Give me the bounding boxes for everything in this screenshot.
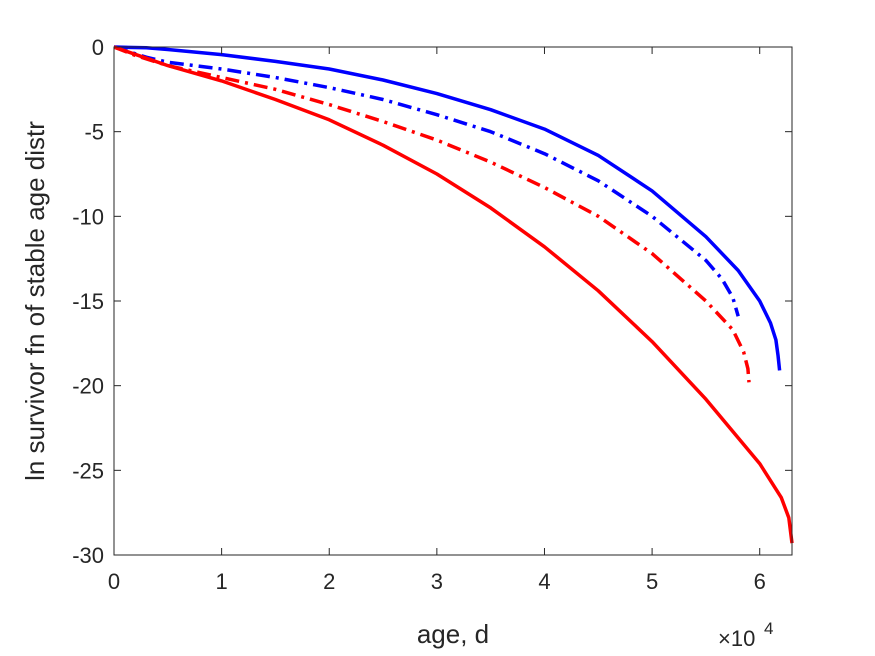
x-axis-exponent: ×10 4 — [718, 619, 773, 651]
x-tick-label: 0 — [108, 569, 120, 594]
y-axis-ticks: 0 -5 -10 -15 -20 -25 -30 — [72, 35, 792, 568]
series-line-4 — [113, 45, 794, 544]
y-tick-label: -20 — [72, 374, 104, 399]
series-line-1 — [113, 45, 782, 371]
y-tick-label: -30 — [72, 543, 104, 568]
x-tick-label: 2 — [323, 569, 335, 594]
x-tick-label: 3 — [431, 569, 443, 594]
y-tick-label: -15 — [72, 289, 104, 314]
y-tick-label: -5 — [84, 120, 104, 145]
series-line-2 — [113, 45, 740, 317]
x-axis-exponent-base: ×10 — [718, 626, 755, 651]
y-tick-label: 0 — [92, 35, 104, 60]
y-tick-label: -25 — [72, 458, 104, 483]
plot-area-background — [114, 47, 792, 555]
y-tick-label: -10 — [72, 204, 104, 229]
x-axis-title: age, d — [417, 619, 489, 649]
x-axis-exponent-power: 4 — [764, 619, 773, 638]
x-tick-label: 5 — [646, 569, 658, 594]
x-tick-label: 1 — [215, 569, 227, 594]
x-tick-label: 6 — [754, 569, 766, 594]
x-tick-label: 4 — [538, 569, 550, 594]
series-layer — [113, 45, 794, 544]
y-axis-title: ln survivor fn of stable age distr — [20, 121, 50, 481]
x-axis-ticks: 0 1 2 3 4 5 6 — [108, 47, 766, 594]
series-line-3 — [113, 45, 751, 383]
